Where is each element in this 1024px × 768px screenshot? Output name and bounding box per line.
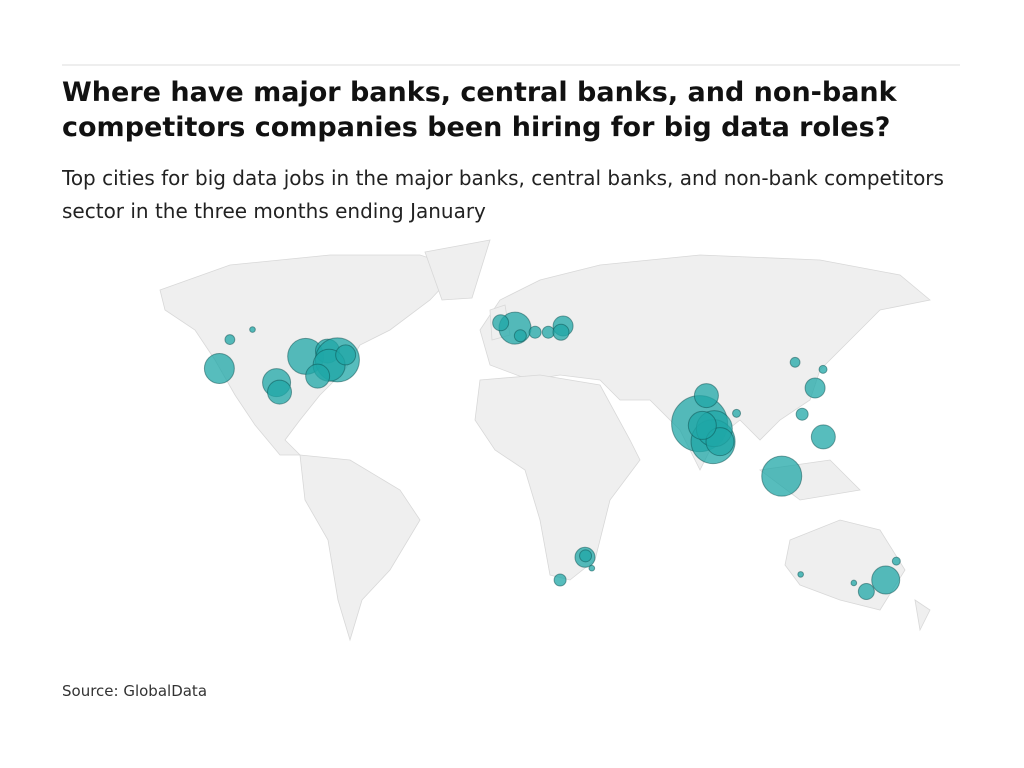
chart-title: Where have major banks, central banks, a… (62, 77, 897, 143)
africa (474, 374, 641, 581)
city-bubble (224, 334, 236, 345)
new-zealand (914, 599, 931, 632)
city-bubble (795, 407, 809, 421)
city-bubble (513, 329, 527, 343)
city-bubble (789, 356, 801, 368)
chart-subtitle: Top cities for big data jobs in the majo… (62, 166, 944, 223)
title-box: Where have major banks, central banks, a… (62, 77, 897, 143)
eurasia (479, 254, 931, 471)
city-bubble (804, 377, 826, 399)
south-america (299, 454, 421, 642)
city-bubble (267, 379, 293, 405)
city-bubble (857, 583, 875, 601)
greenland (424, 239, 491, 301)
city-bubble (579, 549, 593, 563)
city-bubble (541, 325, 555, 339)
city-bubble (761, 455, 803, 497)
city-bubble (335, 344, 357, 366)
city-bubble (552, 323, 570, 341)
city-bubble (528, 325, 542, 339)
city-bubble (492, 314, 510, 332)
city-bubble (687, 410, 717, 440)
city-bubble (249, 326, 256, 333)
city-bubble (203, 353, 235, 384)
city-bubble (797, 571, 804, 578)
city-bubble (305, 363, 331, 389)
subtitle-box: Top cities for big data jobs in the majo… (62, 166, 944, 223)
bubbles (203, 311, 901, 601)
city-bubble (850, 579, 858, 587)
source-note: Source: GlobalData (62, 682, 207, 700)
city-bubble (732, 408, 742, 418)
city-bubble (693, 383, 719, 409)
city-bubble (891, 556, 901, 566)
australia (784, 519, 906, 611)
city-bubble (871, 565, 901, 595)
city-bubble (553, 573, 567, 587)
city-bubble (588, 564, 596, 572)
city-bubble (810, 424, 836, 450)
city-bubble (818, 364, 828, 374)
